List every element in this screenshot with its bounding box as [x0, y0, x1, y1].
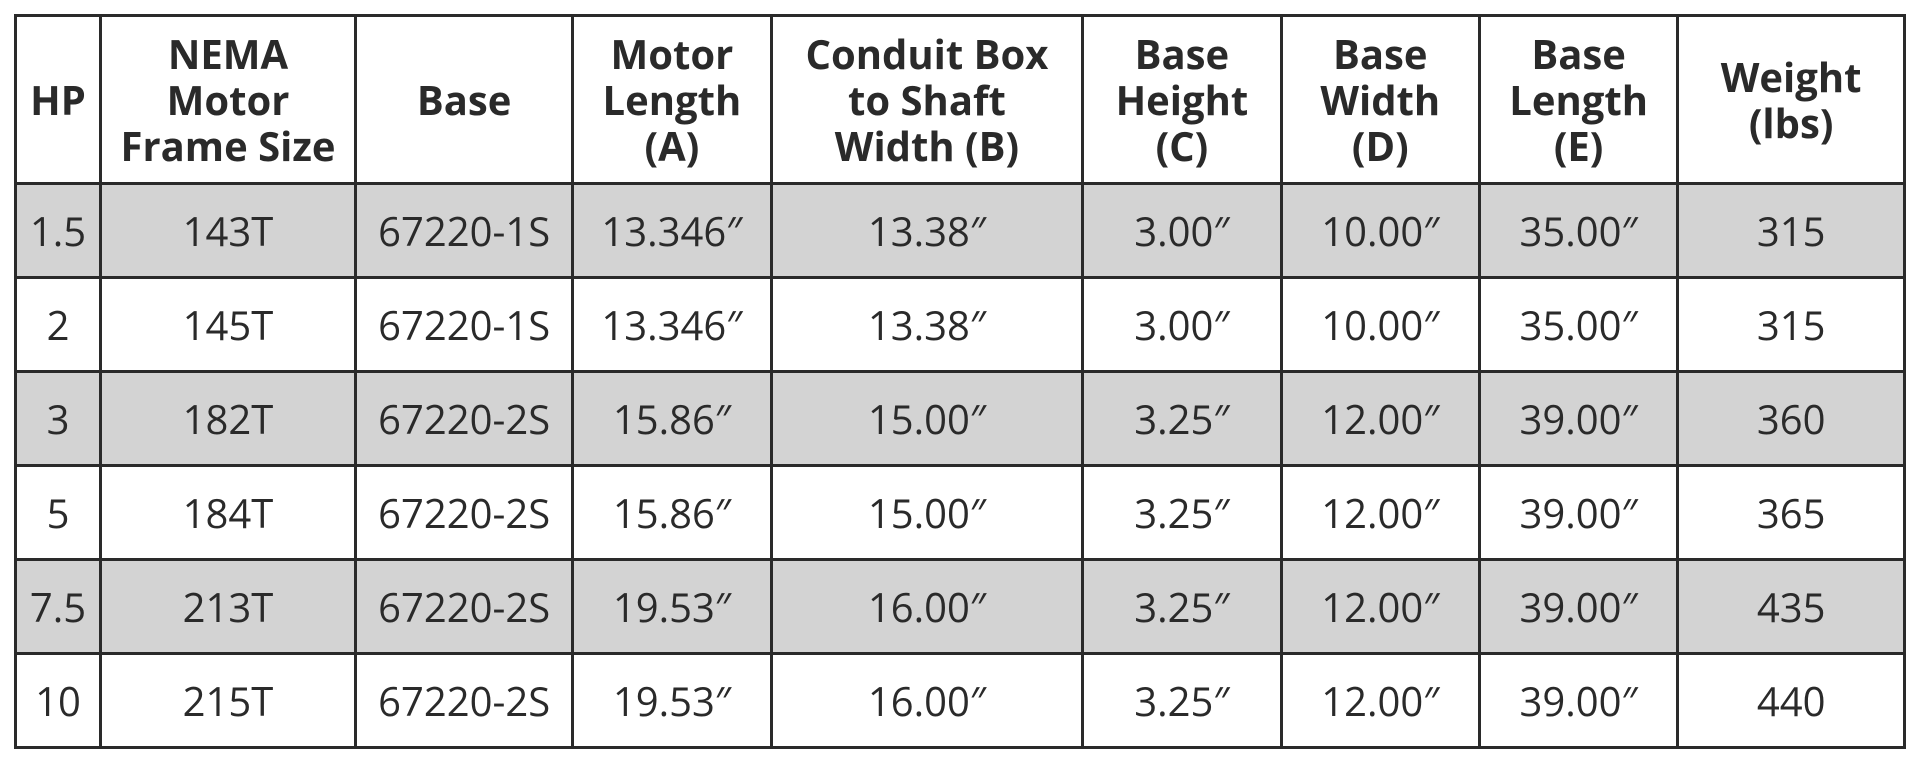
table-cell: 3.25″ [1083, 654, 1281, 748]
table-cell: 12.00″ [1281, 466, 1479, 560]
table-cell: 182T [101, 372, 356, 466]
table-cell: 213T [101, 560, 356, 654]
table-row: 1.5143T67220-1S13.346″13.38″3.00″10.00″3… [16, 184, 1905, 278]
table-cell: 35.00″ [1479, 184, 1677, 278]
table-cell: 12.00″ [1281, 372, 1479, 466]
table-cell: 2 [16, 278, 101, 372]
table-cell: 12.00″ [1281, 560, 1479, 654]
table-cell: 3.25″ [1083, 466, 1281, 560]
table-row: 3182T67220-2S15.86″15.00″3.25″12.00″39.0… [16, 372, 1905, 466]
table-cell: 315 [1678, 278, 1905, 372]
table-cell: 315 [1678, 184, 1905, 278]
table-cell: 15.86″ [573, 372, 771, 466]
table-body: 1.5143T67220-1S13.346″13.38″3.00″10.00″3… [16, 184, 1905, 748]
table-head: HP NEMAMotorFrame Size Base MotorLength(… [16, 16, 1905, 184]
table-cell: 5 [16, 466, 101, 560]
table-row: 7.5213T67220-2S19.53″16.00″3.25″12.00″39… [16, 560, 1905, 654]
table-cell: 16.00″ [771, 560, 1083, 654]
table-cell: 3.00″ [1083, 278, 1281, 372]
table-cell: 184T [101, 466, 356, 560]
table-cell: 39.00″ [1479, 466, 1677, 560]
table-cell: 67220-1S [356, 278, 573, 372]
table-cell: 13.38″ [771, 278, 1083, 372]
col-header-motor-length: MotorLength(A) [573, 16, 771, 184]
table-cell: 13.346″ [573, 184, 771, 278]
table-cell: 3.00″ [1083, 184, 1281, 278]
table-cell: 67220-2S [356, 466, 573, 560]
table-cell: 3.25″ [1083, 560, 1281, 654]
table-cell: 39.00″ [1479, 560, 1677, 654]
table-cell: 435 [1678, 560, 1905, 654]
col-header-base-length: BaseLength(E) [1479, 16, 1677, 184]
table-header-row: HP NEMAMotorFrame Size Base MotorLength(… [16, 16, 1905, 184]
table-cell: 19.53″ [573, 654, 771, 748]
table-cell: 39.00″ [1479, 372, 1677, 466]
table-row: 5184T67220-2S15.86″15.00″3.25″12.00″39.0… [16, 466, 1905, 560]
table-cell: 7.5 [16, 560, 101, 654]
table-cell: 39.00″ [1479, 654, 1677, 748]
table-cell: 19.53″ [573, 560, 771, 654]
table-cell: 35.00″ [1479, 278, 1677, 372]
table-cell: 143T [101, 184, 356, 278]
table-cell: 1.5 [16, 184, 101, 278]
motor-spec-table-container: HP NEMAMotorFrame Size Base MotorLength(… [14, 14, 1906, 749]
table-cell: 15.00″ [771, 372, 1083, 466]
table-row: 2145T67220-1S13.346″13.38″3.00″10.00″35.… [16, 278, 1905, 372]
table-cell: 15.00″ [771, 466, 1083, 560]
col-header-weight: Weight(lbs) [1678, 16, 1905, 184]
table-cell: 365 [1678, 466, 1905, 560]
col-header-hp: HP [16, 16, 101, 184]
table-row: 10215T67220-2S19.53″16.00″3.25″12.00″39.… [16, 654, 1905, 748]
col-header-base-height: BaseHeight(C) [1083, 16, 1281, 184]
table-cell: 15.86″ [573, 466, 771, 560]
table-cell: 3 [16, 372, 101, 466]
col-header-base-width: BaseWidth(D) [1281, 16, 1479, 184]
col-header-base: Base [356, 16, 573, 184]
table-cell: 10.00″ [1281, 184, 1479, 278]
table-cell: 215T [101, 654, 356, 748]
table-cell: 67220-2S [356, 560, 573, 654]
table-cell: 3.25″ [1083, 372, 1281, 466]
table-cell: 145T [101, 278, 356, 372]
table-cell: 67220-2S [356, 372, 573, 466]
table-cell: 16.00″ [771, 654, 1083, 748]
motor-spec-table: HP NEMAMotorFrame Size Base MotorLength(… [14, 14, 1906, 749]
table-cell: 10 [16, 654, 101, 748]
col-header-nema-frame: NEMAMotorFrame Size [101, 16, 356, 184]
col-header-conduit-box: Conduit Boxto ShaftWidth (B) [771, 16, 1083, 184]
table-cell: 67220-1S [356, 184, 573, 278]
table-cell: 12.00″ [1281, 654, 1479, 748]
table-cell: 67220-2S [356, 654, 573, 748]
table-cell: 440 [1678, 654, 1905, 748]
table-cell: 13.346″ [573, 278, 771, 372]
table-cell: 13.38″ [771, 184, 1083, 278]
table-cell: 10.00″ [1281, 278, 1479, 372]
table-cell: 360 [1678, 372, 1905, 466]
